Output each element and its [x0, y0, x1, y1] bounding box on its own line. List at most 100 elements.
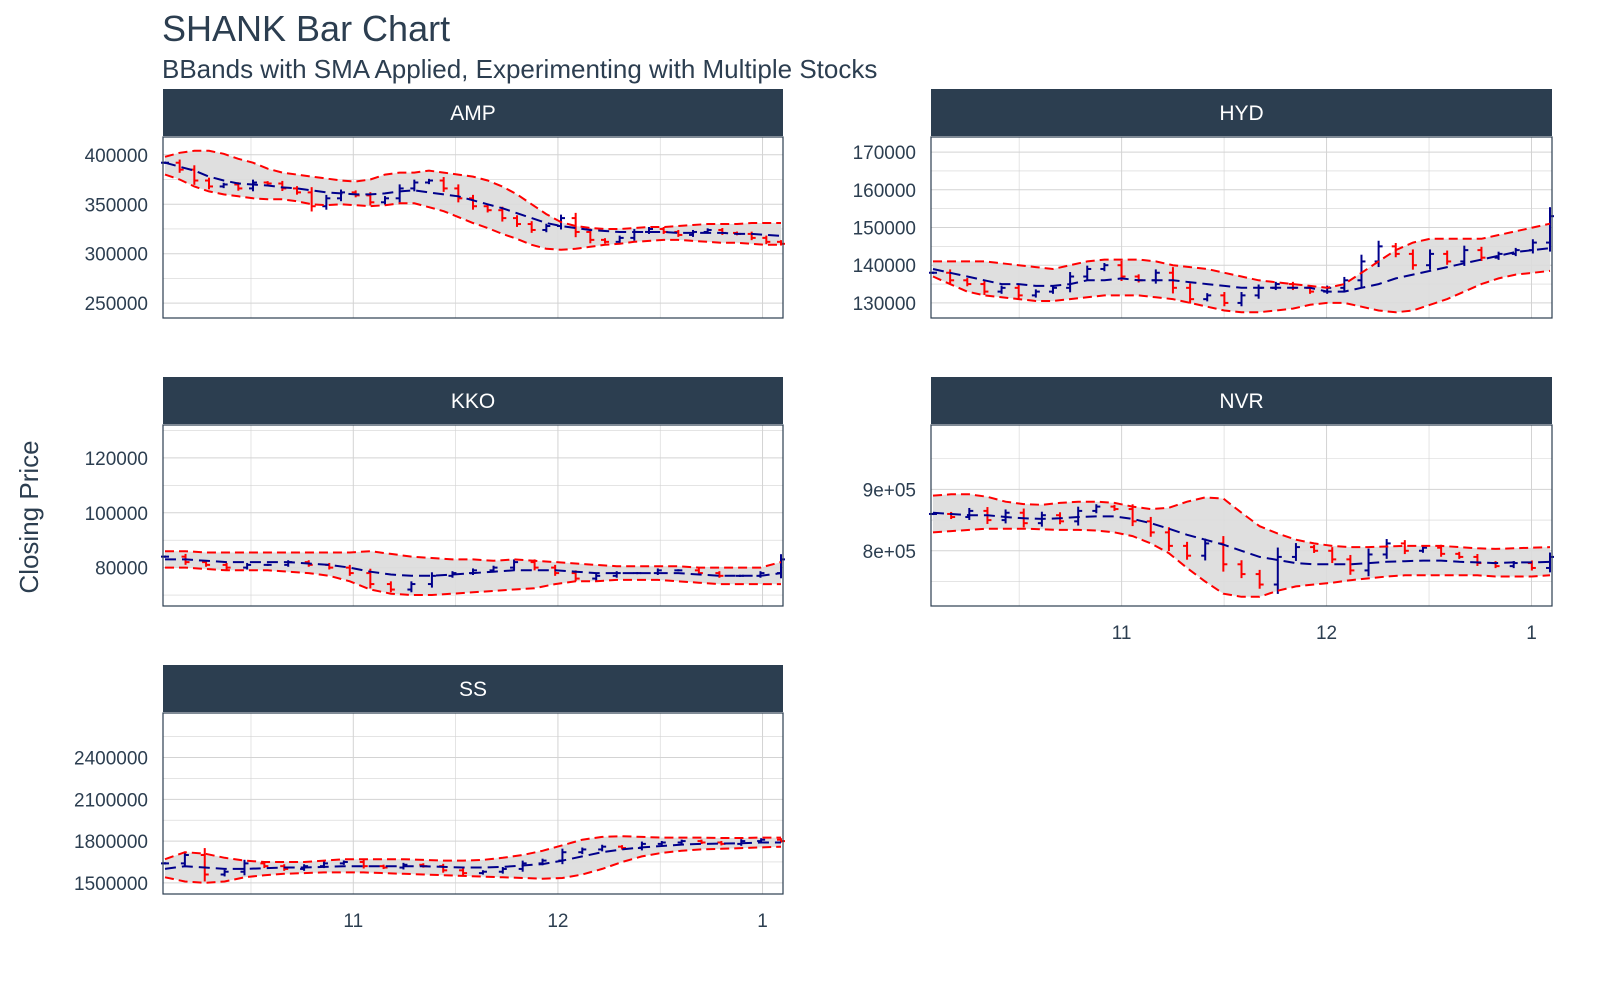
ohlc-bar-up: [929, 271, 937, 274]
ohlc-bar-up: [1357, 254, 1366, 288]
ohlc-bar-up: [598, 844, 607, 852]
ohlc-bar-down: [527, 221, 536, 233]
x-tick-label: 1: [757, 911, 768, 932]
ohlc-bar-up: [220, 869, 229, 877]
y-tick-label: 1500000: [74, 874, 148, 895]
ohlc-bar-down: [469, 194, 477, 210]
ohlc-bar-up: [407, 581, 416, 593]
ohlc-bar-down: [1128, 504, 1137, 527]
ohlc-bar-up: [339, 860, 348, 865]
panel-strip: [163, 89, 783, 136]
panel-border: [930, 424, 1553, 607]
sma-line: [165, 558, 782, 577]
ohlc-bar-down: [601, 238, 609, 244]
y-tick-label: 100000: [85, 504, 148, 525]
ohlc-bar-up: [1460, 245, 1469, 266]
bband-upper-line: [933, 222, 1551, 289]
ohlc-bar-down: [1220, 292, 1229, 307]
ohlc-bar-up: [1382, 539, 1391, 559]
ohlc-bar-up: [1291, 543, 1300, 561]
panel-strip: [931, 377, 1552, 424]
sma-line: [164, 841, 781, 870]
y-tick-label: 250000: [85, 294, 148, 315]
ohlc-bar-up: [1511, 247, 1520, 257]
ohlc-bar-down: [1183, 541, 1192, 560]
ohlc-bar-down: [263, 181, 272, 185]
ohlc-bar-up: [1340, 276, 1349, 292]
ohlc-bar-up: [243, 562, 252, 570]
bband-upper-line: [932, 493, 1551, 550]
chart-title: SHANK Bar Chart: [162, 8, 451, 49]
ohlc-bar-up: [410, 179, 419, 192]
ohlc-bar-down: [1146, 516, 1155, 537]
ohlc-bar-down: [715, 571, 724, 578]
x-tick-label: 12: [547, 911, 568, 932]
ohlc-bar-down: [618, 845, 627, 850]
ohlc-bar-up: [1083, 265, 1092, 280]
ohlc-bar-down: [1310, 544, 1319, 553]
chart-subtitle: BBands with SMA Applied, Experimenting w…: [162, 54, 878, 84]
ohlc-bar-up: [180, 851, 189, 867]
ohlc-bar-up: [1203, 293, 1212, 302]
y-tick-label: 400000: [85, 146, 148, 167]
ohlc-bar-down: [1237, 560, 1246, 579]
bband-fill: [933, 494, 1550, 597]
ohlc-bar-up: [381, 196, 389, 205]
y-tick-label: 170000: [853, 143, 916, 164]
bband-upper-line: [164, 835, 781, 863]
ohlc-bar-up: [612, 571, 621, 578]
ohlc-bar-down: [1443, 250, 1452, 265]
ohlc-bar-down: [963, 278, 972, 287]
ohlc-bar-down: [1477, 246, 1486, 262]
ohlc-bar-down: [454, 184, 463, 203]
ohlc-bar-down: [483, 203, 492, 213]
ohlc-bar-down: [1186, 283, 1195, 304]
bband-lower-line: [164, 845, 782, 884]
x-tick-label: 11: [1112, 623, 1132, 644]
bband-upper-line: [164, 149, 781, 230]
y-tick-label: 2400000: [74, 749, 148, 770]
sma-line: [932, 511, 1551, 566]
sma-line: [164, 161, 782, 237]
panel-nvr: NVR 8e+05 9e+05 11 12 1: [863, 377, 1554, 644]
ohlc-bar-down: [1455, 551, 1464, 559]
ohlc-bar-up: [510, 559, 519, 571]
ohlc-bar-up: [997, 285, 1006, 294]
panel-border: [162, 424, 784, 607]
bband-lower-line: [165, 566, 781, 596]
ohlc-bar-down: [459, 868, 468, 876]
ohlc-bar-down: [386, 581, 395, 593]
ohlc-bar-down: [697, 839, 706, 844]
ohlc-bar-up: [1494, 251, 1503, 260]
y-tick-label: 8e+05: [863, 542, 916, 563]
ohlc-bar-up: [395, 184, 404, 203]
ohlc-bar-down: [1255, 569, 1264, 589]
ohlc-bar-down: [293, 186, 301, 195]
ohlc-bar-down: [439, 177, 448, 192]
ohlc-bar-down: [307, 187, 316, 212]
ohlc-bar-down: [222, 562, 231, 570]
y-tick-label: 350000: [85, 195, 148, 216]
panel-strip-label: KKO: [451, 390, 495, 413]
sma-line: [932, 247, 1551, 293]
ohlc-bar-up: [677, 839, 686, 844]
ohlc-bar-up: [448, 571, 457, 578]
ohlc-bar-down: [1328, 547, 1337, 564]
bband-lower-line: [932, 527, 1551, 598]
ohlc-bar-down: [980, 280, 989, 295]
ohlc-bar-down: [175, 159, 184, 173]
y-tick-label: 80000: [95, 559, 148, 580]
ohlc-bar-down: [946, 269, 955, 284]
y-tick-label: 120000: [85, 449, 148, 470]
panel-strip: [163, 377, 783, 424]
ohlc-bar-down: [513, 215, 521, 227]
ohlc-bar-up: [1237, 292, 1246, 307]
panel-strip-label: NVR: [1219, 390, 1263, 413]
panel-border: [930, 136, 1553, 319]
panel-hyd: HYD 130000 140000 150000 160000 170000: [853, 89, 1554, 319]
y-tick-label: 300000: [85, 245, 148, 266]
ohlc-bar-down: [762, 235, 771, 245]
bband-fill: [933, 223, 1550, 313]
ohlc-bar-up: [1066, 272, 1075, 293]
